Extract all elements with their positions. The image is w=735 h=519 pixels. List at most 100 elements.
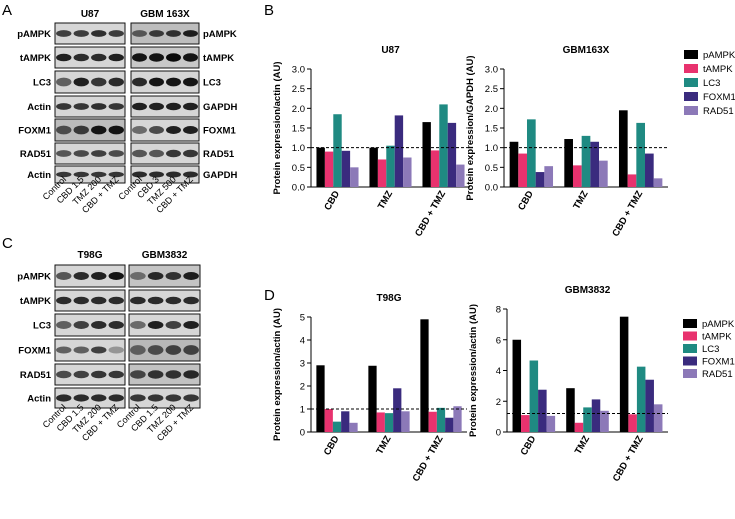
blot-row-right bbox=[130, 46, 200, 69]
bar-foxm1 bbox=[645, 379, 654, 432]
cell-line-title: GBM3832 bbox=[142, 250, 188, 261]
bar-lc3 bbox=[636, 366, 646, 432]
blot-band bbox=[132, 30, 147, 37]
bar-rad51 bbox=[546, 415, 556, 432]
blot-band bbox=[130, 296, 146, 305]
blot-band bbox=[108, 125, 124, 135]
blot-frame bbox=[130, 118, 200, 142]
blot-band bbox=[56, 346, 72, 354]
blot-row-right bbox=[128, 363, 201, 386]
blot-band bbox=[56, 103, 72, 110]
blot-frame bbox=[54, 264, 126, 288]
blot-row-right bbox=[128, 289, 201, 312]
blot-frame bbox=[130, 165, 200, 184]
y-tick-label: 3 bbox=[300, 359, 305, 370]
blot-band bbox=[73, 150, 89, 157]
blot-row-right bbox=[130, 22, 200, 45]
bar-pampk bbox=[420, 319, 429, 432]
blot-frame bbox=[54, 289, 126, 312]
blot-row-right bbox=[128, 387, 201, 409]
bar-tampk bbox=[521, 415, 530, 432]
bar-rad51 bbox=[653, 178, 663, 187]
blot-label-left: pAMPK bbox=[17, 272, 51, 283]
blot-frame bbox=[128, 363, 201, 386]
panel-letter-c: C bbox=[2, 235, 13, 252]
bar-chart-2: T98G 0 1 2 3 4 5 Protein expression/actin (AU) C… bbox=[272, 293, 467, 484]
chart-title: GBM163X bbox=[563, 45, 610, 56]
blot-band bbox=[183, 345, 199, 355]
legend-swatch bbox=[684, 92, 698, 101]
blot-band bbox=[183, 171, 198, 178]
bar-rad51 bbox=[350, 167, 359, 187]
blot-frame bbox=[130, 95, 200, 118]
blot-band bbox=[56, 171, 72, 178]
blot-row-right bbox=[128, 264, 201, 288]
x-tick-label: TMZ bbox=[376, 189, 395, 212]
y-tick-label: 1 bbox=[300, 405, 305, 416]
bar-foxm1 bbox=[393, 388, 402, 432]
blot-band bbox=[149, 171, 164, 178]
y-tick-label: 4 bbox=[496, 366, 501, 377]
panel-letter-a: A bbox=[2, 2, 12, 19]
blot-band bbox=[130, 345, 146, 355]
bar-foxm1 bbox=[538, 389, 547, 432]
blot-label-right: pAMPK bbox=[203, 29, 237, 40]
blot-band bbox=[130, 321, 146, 329]
bar-rad51 bbox=[403, 157, 412, 187]
bar-tampk bbox=[628, 414, 637, 432]
x-tick-label: CBD + TMZ bbox=[611, 434, 646, 484]
blot-row-left bbox=[54, 70, 126, 94]
bar-tampk bbox=[324, 409, 333, 432]
blot-row-left bbox=[54, 142, 126, 165]
bar-pampk bbox=[509, 141, 519, 187]
blot-frame bbox=[130, 70, 200, 94]
blot-band bbox=[166, 126, 181, 134]
blot-frame bbox=[128, 313, 201, 337]
blot-band bbox=[56, 272, 72, 280]
blot-band bbox=[165, 321, 182, 329]
blot-band bbox=[73, 171, 89, 178]
y-tick-label: 1.5 bbox=[485, 124, 498, 135]
bar-tampk bbox=[518, 153, 527, 187]
blot-label-left: RAD51 bbox=[20, 149, 52, 160]
blot-band bbox=[183, 321, 199, 329]
y-tick-label: 1.0 bbox=[485, 143, 498, 154]
blot-row-right bbox=[130, 142, 200, 165]
bar-rad51 bbox=[401, 411, 410, 432]
bar-pampk bbox=[566, 388, 575, 432]
y-tick-label: 5 bbox=[300, 313, 305, 324]
blot-row-left bbox=[54, 46, 126, 69]
y-tick-label: 3.0 bbox=[485, 65, 498, 76]
bar-foxm1 bbox=[341, 150, 351, 187]
bar-foxm1 bbox=[535, 172, 545, 187]
x-tick-label: CBD bbox=[519, 434, 539, 457]
blot-label-left: LC3 bbox=[33, 321, 51, 332]
blot-band bbox=[108, 171, 124, 178]
blot-row-left bbox=[54, 95, 126, 118]
blot-band bbox=[147, 370, 164, 379]
blot-band bbox=[108, 394, 124, 402]
blot-band bbox=[73, 30, 89, 37]
y-axis-label: Protein expression/actin (AU) bbox=[272, 308, 283, 441]
blot-frame bbox=[54, 70, 126, 94]
blot-row-right bbox=[130, 95, 200, 118]
bar-rad51 bbox=[544, 166, 554, 187]
blot-band bbox=[108, 272, 124, 280]
cell-line-title: U87 bbox=[81, 9, 100, 20]
blot-label-left: tAMPK bbox=[20, 53, 51, 64]
blot-label-left: FOXM1 bbox=[18, 346, 51, 357]
blot-band bbox=[149, 77, 164, 87]
blot-band bbox=[73, 370, 89, 379]
bar-lc3 bbox=[583, 407, 592, 432]
legend-label: LC3 bbox=[702, 344, 719, 355]
bar-lc3 bbox=[332, 421, 342, 432]
blot-band bbox=[108, 53, 124, 62]
x-tick-label: CBD bbox=[322, 189, 342, 212]
blot-band bbox=[56, 77, 72, 87]
blot-row-right bbox=[128, 313, 201, 337]
blot-band bbox=[165, 296, 182, 305]
blot-band bbox=[166, 77, 181, 87]
chart-title: U87 bbox=[381, 45, 400, 56]
bar-pampk bbox=[512, 339, 522, 432]
blot-band bbox=[56, 321, 72, 329]
